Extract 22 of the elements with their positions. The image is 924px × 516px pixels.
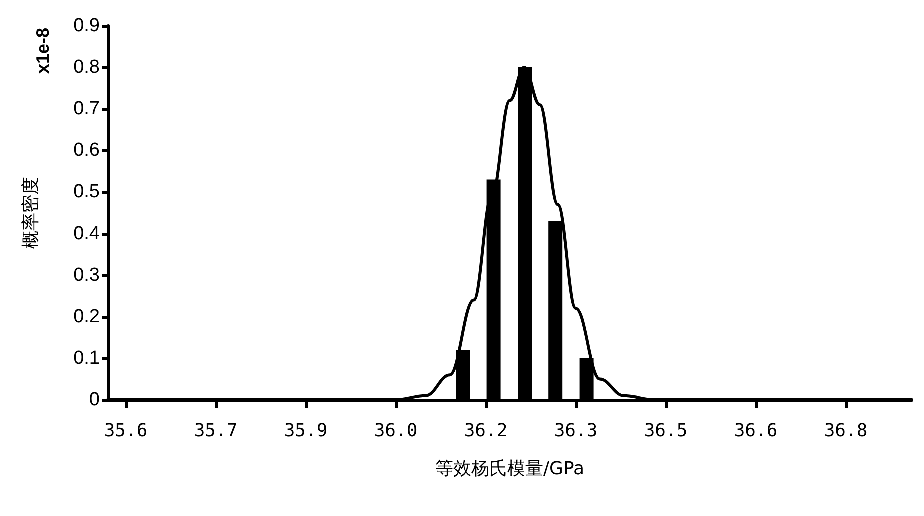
y-tick-label: 0.2: [74, 306, 100, 328]
text: x1e-8: [33, 28, 53, 74]
x-tick-label: 36.2: [464, 420, 508, 442]
y-tick-label: 0.5: [74, 182, 100, 203]
y-tick-label: 0.1: [74, 348, 100, 369]
y-tick-label: 0: [89, 390, 100, 410]
x-tick-label: 35.6: [104, 420, 148, 442]
x-tick-label: 35.7: [194, 420, 238, 442]
y-tick-label: 0.9: [74, 16, 100, 36]
y-tick-label: 0.4: [74, 223, 100, 244]
x-tick-label: 36.5: [644, 420, 688, 442]
x-tick-label: 36.6: [734, 420, 778, 442]
y-tick-label: 0.3: [74, 264, 100, 286]
x-axis-title: 等效杨氏模量/GPa: [435, 458, 585, 480]
y-axis-title: 概率密度: [20, 177, 42, 249]
x-tick-label: 36.8: [824, 420, 868, 442]
x-tick-label: 36.0: [374, 420, 418, 442]
x-tick-label: 35.9: [284, 420, 328, 442]
y-tick-label: 0.8: [74, 57, 100, 78]
x-tick-label: 36.3: [554, 420, 598, 442]
y-tick-label: 0.6: [74, 140, 100, 162]
y-tick-label: 0.7: [74, 98, 100, 120]
